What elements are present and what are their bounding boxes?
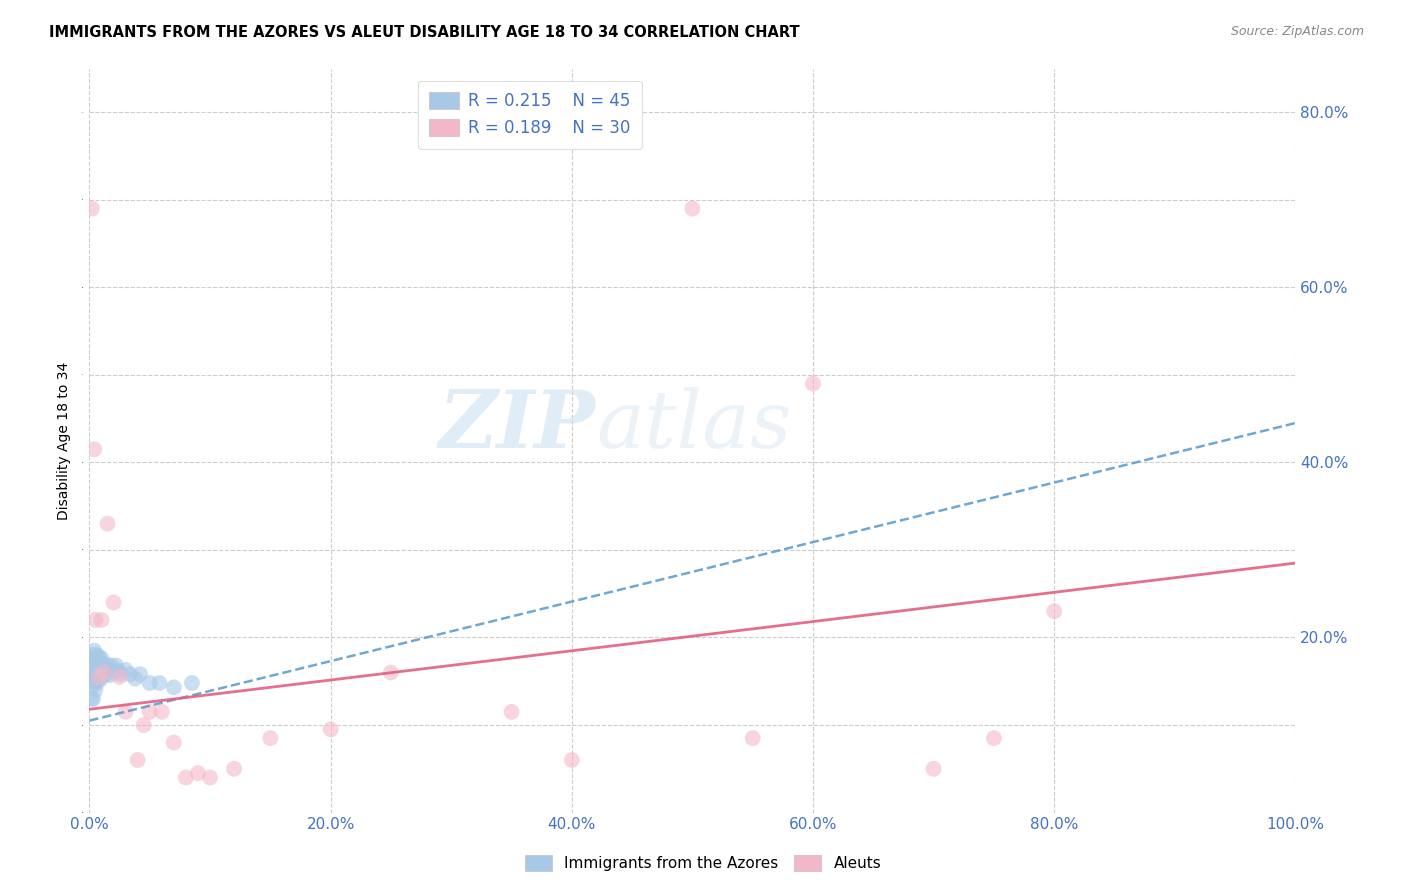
Point xyxy=(224,762,246,776)
Point xyxy=(83,674,105,689)
Point xyxy=(87,655,110,669)
Point xyxy=(180,676,202,690)
Point xyxy=(114,663,136,677)
Point xyxy=(801,376,824,391)
Point xyxy=(1043,604,1066,618)
Point xyxy=(98,668,121,682)
Point xyxy=(138,676,160,690)
Point xyxy=(83,442,105,457)
Point xyxy=(110,667,132,681)
Point xyxy=(561,753,583,767)
Point xyxy=(132,718,155,732)
Point xyxy=(82,691,104,706)
Point xyxy=(138,705,160,719)
Point xyxy=(84,683,107,698)
Point xyxy=(87,649,110,664)
Point xyxy=(90,651,112,665)
Point xyxy=(103,664,125,678)
Point xyxy=(127,753,149,767)
Text: ZIP: ZIP xyxy=(439,387,596,465)
Point xyxy=(983,731,1005,746)
Point xyxy=(380,665,402,680)
Point xyxy=(80,652,103,666)
Point xyxy=(198,771,221,785)
Point xyxy=(93,665,115,680)
Point xyxy=(84,613,107,627)
Y-axis label: Disability Age 18 to 34: Disability Age 18 to 34 xyxy=(58,361,72,520)
Point xyxy=(741,731,763,746)
Point xyxy=(89,655,111,669)
Point xyxy=(82,661,104,675)
Point xyxy=(163,735,186,749)
Point xyxy=(96,667,118,681)
Point xyxy=(90,669,112,683)
Point xyxy=(259,731,281,746)
Point xyxy=(96,658,118,673)
Point xyxy=(89,673,111,687)
Point xyxy=(83,643,105,657)
Point xyxy=(86,676,108,690)
Text: Source: ZipAtlas.com: Source: ZipAtlas.com xyxy=(1230,25,1364,38)
Point xyxy=(501,705,523,719)
Point xyxy=(129,667,152,681)
Point xyxy=(86,658,108,673)
Point xyxy=(922,762,945,776)
Point xyxy=(82,679,104,693)
Point xyxy=(87,667,110,681)
Point xyxy=(80,691,103,706)
Point xyxy=(114,705,136,719)
Point xyxy=(100,658,122,673)
Point xyxy=(103,595,125,609)
Point xyxy=(80,670,103,684)
Point xyxy=(82,648,104,662)
Point xyxy=(91,657,114,671)
Point xyxy=(174,771,197,785)
Point xyxy=(79,665,101,680)
Point xyxy=(94,664,117,678)
Point xyxy=(90,613,112,627)
Point xyxy=(87,670,110,684)
Point xyxy=(80,202,103,216)
Point xyxy=(83,657,105,671)
Point xyxy=(124,672,146,686)
Legend: Immigrants from the Azores, Aleuts: Immigrants from the Azores, Aleuts xyxy=(519,849,887,877)
Point xyxy=(86,648,108,662)
Text: atlas: atlas xyxy=(596,387,792,465)
Point xyxy=(84,652,107,666)
Point xyxy=(319,723,342,737)
Point xyxy=(148,676,170,690)
Point xyxy=(87,670,110,684)
Point xyxy=(150,705,173,719)
Text: IMMIGRANTS FROM THE AZORES VS ALEUT DISABILITY AGE 18 TO 34 CORRELATION CHART: IMMIGRANTS FROM THE AZORES VS ALEUT DISA… xyxy=(49,25,800,40)
Legend: R = 0.215    N = 45, R = 0.189    N = 30: R = 0.215 N = 45, R = 0.189 N = 30 xyxy=(418,80,641,149)
Point xyxy=(96,516,118,531)
Point xyxy=(104,658,127,673)
Point xyxy=(93,661,115,675)
Point xyxy=(681,202,703,216)
Point xyxy=(107,664,129,678)
Point xyxy=(108,670,131,684)
Point xyxy=(187,766,209,780)
Point xyxy=(120,667,142,681)
Point xyxy=(97,663,120,677)
Point xyxy=(84,665,107,680)
Point xyxy=(163,681,186,695)
